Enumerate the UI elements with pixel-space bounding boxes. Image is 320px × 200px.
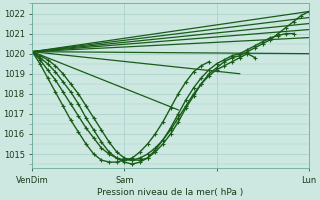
- X-axis label: Pression niveau de la mer( hPa ): Pression niveau de la mer( hPa ): [98, 188, 244, 197]
